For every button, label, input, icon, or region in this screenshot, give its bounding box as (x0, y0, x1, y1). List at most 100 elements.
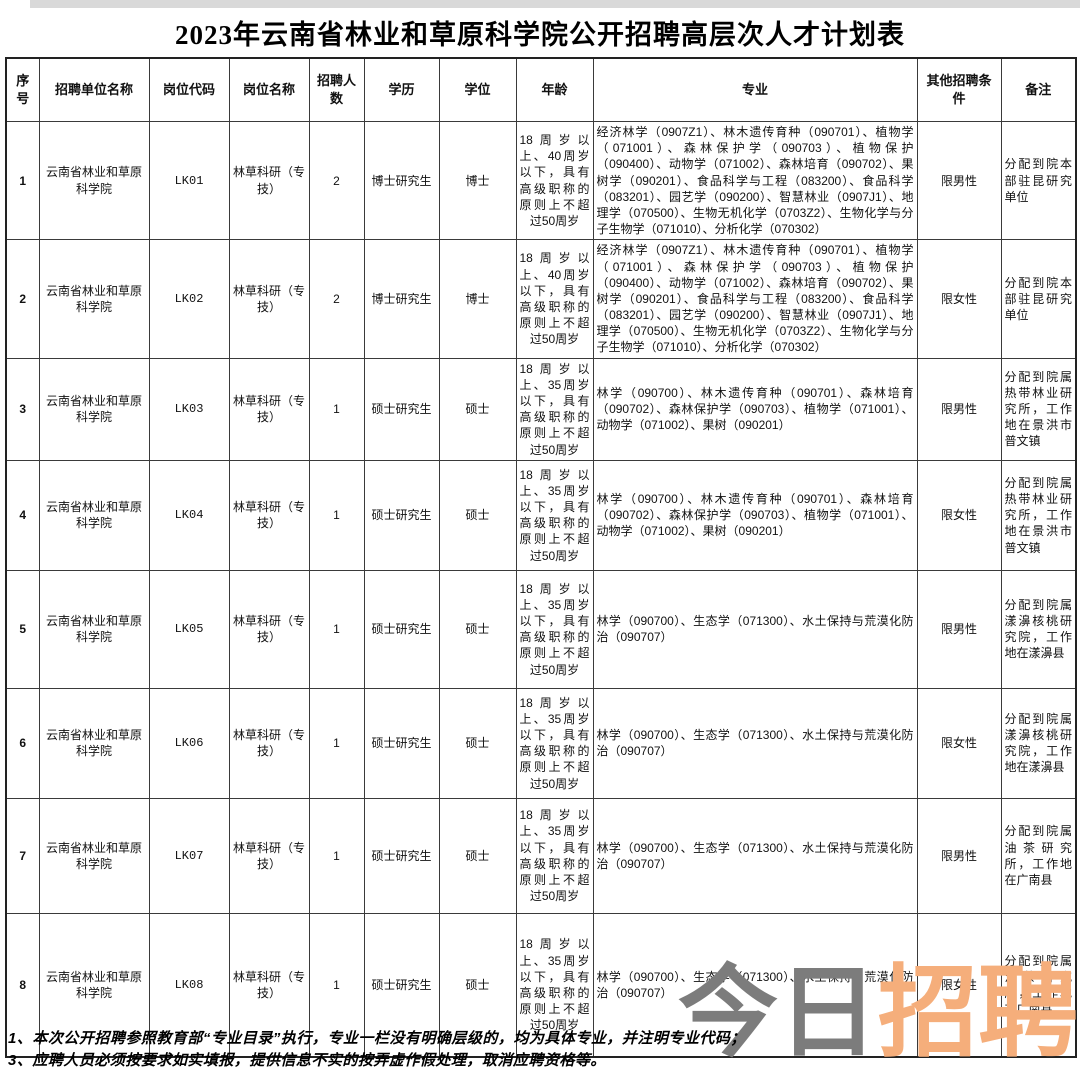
cell-remark: 分配到院属漾濞核桃研究院，工作地在漾濞县 (1000, 569, 1077, 689)
cell-education: 硕士研究生 (363, 687, 440, 799)
table-row: 8 云南省林业和草原科学院 LK08 林草科研（专技） 1 硕士研究生 硕士 1… (5, 912, 1077, 1058)
cell-degree: 硕士 (438, 569, 517, 689)
cell-remark: 分配到院属热带林业研究所，工作地在景洪市普文镇 (1000, 357, 1077, 461)
table-row: 4 云南省林业和草原科学院 LK04 林草科研（专技） 1 硕士研究生 硕士 1… (5, 459, 1077, 571)
cell-serial-no: 1 (5, 120, 40, 241)
cell-remark: 分配到院属油茶研究所，工作地在广南县 (1000, 912, 1077, 1058)
screenshot-top-edge (30, 0, 1080, 8)
cell-post-code: LK06 (148, 687, 230, 799)
column-header-education: 学历 (363, 57, 440, 122)
cell-post-name: 林草科研（专技） (228, 569, 310, 689)
cell-post-code: LK02 (148, 239, 230, 359)
cell-serial-no: 6 (5, 687, 40, 799)
cell-serial-no: 3 (5, 357, 40, 461)
cell-unit-name: 云南省林业和草原科学院 (38, 120, 150, 241)
cell-degree: 硕士 (438, 687, 517, 799)
cell-other-conditions: 限女性 (916, 459, 1002, 571)
cell-other-conditions: 限男性 (916, 797, 1002, 914)
cell-age-requirement: 18周岁以上、35周岁以下，具有高级职称的原则上不超过50周岁 (515, 912, 594, 1058)
cell-recruit-count: 2 (308, 239, 365, 359)
table-row: 1 云南省林业和草原科学院 LK01 林草科研（专技） 2 博士研究生 博士 1… (5, 120, 1077, 241)
cell-education: 硕士研究生 (363, 797, 440, 914)
cell-post-name: 林草科研（专技） (228, 239, 310, 359)
cell-age-requirement: 18周岁以上、35周岁以下，具有高级职称的原则上不超过50周岁 (515, 459, 594, 571)
cell-education: 博士研究生 (363, 120, 440, 241)
cell-majors: 林学（090700）、林木遗传育种（090701）、森林培育（090702）、森… (592, 459, 918, 571)
column-header-unit: 招聘单位名称 (38, 57, 150, 122)
cell-age-requirement: 18周岁以上、40周岁以下，具有高级职称的原则上不超过50周岁 (515, 120, 594, 241)
cell-other-conditions: 限男性 (916, 569, 1002, 689)
cell-degree: 硕士 (438, 797, 517, 914)
cell-majors: 林学（090700）、林木遗传育种（090701）、森林培育（090702）、森… (592, 357, 918, 461)
cell-recruit-count: 1 (308, 687, 365, 799)
column-header-majors: 专业 (592, 57, 918, 122)
cell-post-name: 林草科研（专技） (228, 459, 310, 571)
cell-serial-no: 5 (5, 569, 40, 689)
cell-other-conditions: 限男性 (916, 357, 1002, 461)
table-row: 7 云南省林业和草原科学院 LK07 林草科研（专技） 1 硕士研究生 硕士 1… (5, 797, 1077, 914)
cell-majors: 林学（090700）、生态学（071300）、水土保持与荒漠化防治（090707… (592, 912, 918, 1058)
table-row: 5 云南省林业和草原科学院 LK05 林草科研（专技） 1 硕士研究生 硕士 1… (5, 569, 1077, 689)
cell-education: 硕士研究生 (363, 569, 440, 689)
cell-recruit-count: 1 (308, 797, 365, 914)
cell-post-name: 林草科研（专技） (228, 912, 310, 1058)
cell-other-conditions: 限女性 (916, 239, 1002, 359)
column-header-age: 年龄 (515, 57, 594, 122)
cell-post-code: LK08 (148, 912, 230, 1058)
cell-post-code: LK07 (148, 797, 230, 914)
cell-majors: 林学（090700）、生态学（071300）、水土保持与荒漠化防治（090707… (592, 797, 918, 914)
column-header-no: 序号 (5, 57, 40, 122)
footnote-line-1: 1、本次公开招聘参照教育部“专业目录”执行，专业一栏没有明确层级的，均为具体专业… (8, 1030, 746, 1047)
cell-post-code: LK04 (148, 459, 230, 571)
header-row: 序号 招聘单位名称 岗位代码 岗位名称 招聘人数 学历 学位 年龄 专业 其他招… (5, 57, 1077, 122)
cell-serial-no: 7 (5, 797, 40, 914)
cell-education: 硕士研究生 (363, 459, 440, 571)
cell-serial-no: 4 (5, 459, 40, 571)
cell-recruit-count: 1 (308, 912, 365, 1058)
cell-remark: 分配到院属热带林业研究所，工作地在景洪市普文镇 (1000, 459, 1077, 571)
cell-post-name: 林草科研（专技） (228, 797, 310, 914)
cell-degree: 硕士 (438, 912, 517, 1058)
column-header-post: 岗位名称 (228, 57, 310, 122)
cell-serial-no: 2 (5, 239, 40, 359)
cell-degree: 硕士 (438, 459, 517, 571)
cell-unit-name: 云南省林业和草原科学院 (38, 239, 150, 359)
cell-unit-name: 云南省林业和草原科学院 (38, 357, 150, 461)
cell-post-name: 林草科研（专技） (228, 687, 310, 799)
cell-age-requirement: 18周岁以上、35周岁以下，具有高级职称的原则上不超过50周岁 (515, 797, 594, 914)
column-header-count: 招聘人数 (308, 57, 365, 122)
cell-unit-name: 云南省林业和草原科学院 (38, 797, 150, 914)
cell-post-code: LK05 (148, 569, 230, 689)
cell-recruit-count: 1 (308, 459, 365, 571)
cell-serial-no: 8 (5, 912, 40, 1058)
cell-post-code: LK01 (148, 120, 230, 241)
recruitment-plan-table: 序号 招聘单位名称 岗位代码 岗位名称 招聘人数 学历 学位 年龄 专业 其他招… (5, 57, 1077, 1059)
cell-age-requirement: 18周岁以上、35周岁以下，具有高级职称的原则上不超过50周岁 (515, 687, 594, 799)
table-header: 序号 招聘单位名称 岗位代码 岗位名称 招聘人数 学历 学位 年龄 专业 其他招… (5, 57, 1077, 122)
cell-education: 博士研究生 (363, 239, 440, 359)
cell-recruit-count: 1 (308, 357, 365, 461)
table-row: 2 云南省林业和草原科学院 LK02 林草科研（专技） 2 博士研究生 博士 1… (5, 239, 1077, 359)
cell-majors: 经济林学（0907Z1）、林木遗传育种（090701）、植物学（071001）、… (592, 120, 918, 241)
column-header-other-conditions: 其他招聘条件 (916, 57, 1002, 122)
column-header-code: 岗位代码 (148, 57, 230, 122)
column-header-degree: 学位 (438, 57, 517, 122)
table-body: 1 云南省林业和草原科学院 LK01 林草科研（专技） 2 博士研究生 博士 1… (5, 120, 1077, 1058)
cell-remark: 分配到院属漾濞核桃研究院，工作地在漾濞县 (1000, 687, 1077, 799)
footnote-line-2: 3、应聘人员必须按要求如实填报，提供信息不实的按弄虚作假处理，取消应聘资格等。 (8, 1051, 606, 1069)
table-row: 3 云南省林业和草原科学院 LK03 林草科研（专技） 1 硕士研究生 硕士 1… (5, 357, 1077, 461)
cell-other-conditions: 限男性 (916, 120, 1002, 241)
cell-remark: 分配到院本部驻昆研究单位 (1000, 120, 1077, 241)
cell-majors: 经济林学（0907Z1）、林木遗传育种（090701）、植物学（071001）、… (592, 239, 918, 359)
column-header-remark: 备注 (1000, 57, 1077, 122)
cell-age-requirement: 18周岁以上、35周岁以下，具有高级职称的原则上不超过50周岁 (515, 569, 594, 689)
cell-recruit-count: 2 (308, 120, 365, 241)
footnotes: 1、本次公开招聘参照教育部“专业目录”执行，专业一栏没有明确层级的，均为具体专业… (8, 1028, 1072, 1072)
cell-unit-name: 云南省林业和草原科学院 (38, 459, 150, 571)
cell-post-name: 林草科研（专技） (228, 357, 310, 461)
cell-other-conditions: 限女性 (916, 912, 1002, 1058)
cell-remark: 分配到院属油茶研究所，工作地在广南县 (1000, 797, 1077, 914)
cell-majors: 林学（090700）、生态学（071300）、水土保持与荒漠化防治（090707… (592, 569, 918, 689)
cell-unit-name: 云南省林业和草原科学院 (38, 569, 150, 689)
cell-majors: 林学（090700）、生态学（071300）、水土保持与荒漠化防治（090707… (592, 687, 918, 799)
